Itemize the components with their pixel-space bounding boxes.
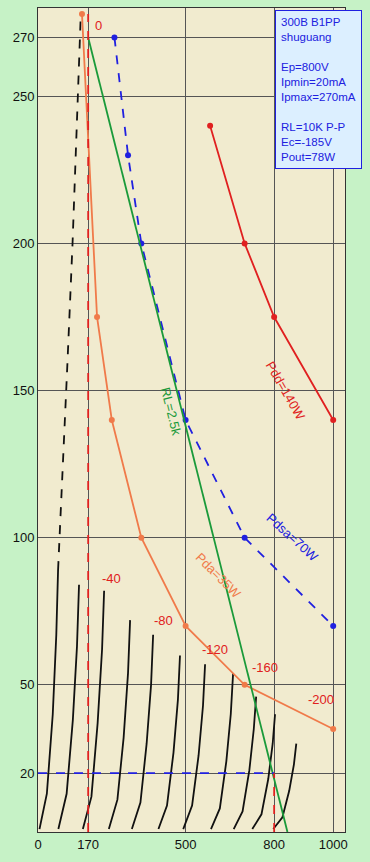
svg-text:20: 20: [20, 766, 34, 781]
svg-text:200: 200: [13, 236, 35, 251]
svg-text:Pda=35W: Pda=35W: [193, 550, 245, 602]
svg-text:300B B1PPshuguangEp=800VIpmin=: 300B B1PPshuguangEp=800VIpmin=20mAIpmax=…: [281, 16, 356, 163]
svg-text:0: 0: [95, 18, 102, 33]
svg-text:-120: -120: [202, 642, 228, 657]
svg-text:Pdsa=70W: Pdsa=70W: [263, 510, 321, 564]
svg-text:Pdd=140W: Pdd=140W: [263, 359, 309, 423]
svg-text:RL=2.5k: RL=2.5k: [158, 386, 184, 437]
svg-text:800: 800: [263, 837, 285, 852]
svg-text:500: 500: [175, 837, 197, 852]
svg-text:-40: -40: [102, 571, 121, 586]
svg-text:170: 170: [77, 837, 99, 852]
svg-text:-160: -160: [252, 660, 278, 675]
svg-text:1000: 1000: [319, 837, 348, 852]
svg-text:270: 270: [13, 30, 35, 45]
svg-text:-200: -200: [308, 692, 334, 707]
svg-text:0: 0: [34, 837, 41, 852]
svg-text:250: 250: [13, 89, 35, 104]
svg-text:-80: -80: [154, 613, 173, 628]
svg-text:100: 100: [13, 530, 35, 545]
svg-text:150: 150: [13, 383, 35, 398]
svg-text:50: 50: [20, 677, 34, 692]
